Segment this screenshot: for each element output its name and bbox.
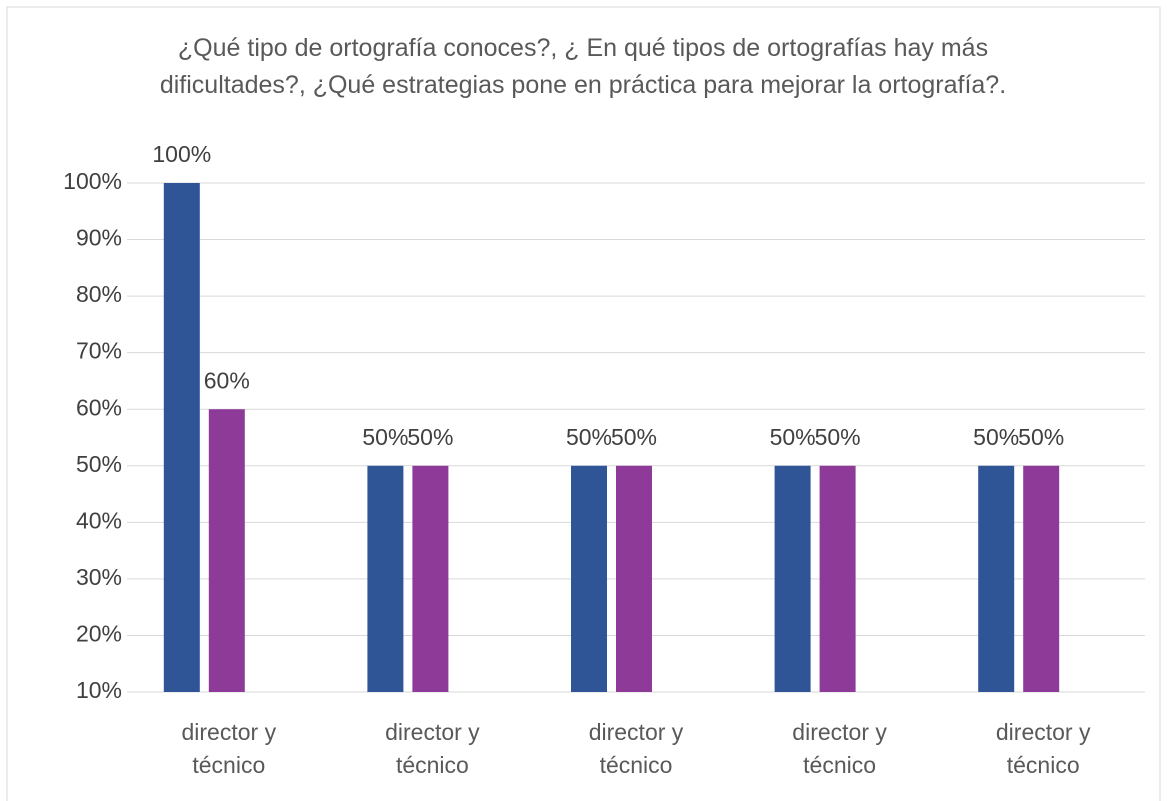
chart-border xyxy=(6,6,1161,801)
y-tick-label: 40% xyxy=(76,507,122,533)
x-tick-label: director y técnico xyxy=(385,719,480,778)
data-label: 100% xyxy=(152,141,211,167)
data-label: 50% xyxy=(815,424,861,450)
bar xyxy=(571,465,607,692)
bar xyxy=(412,465,449,692)
data-label: 50% xyxy=(1018,424,1064,450)
y-tick-label: 10% xyxy=(76,677,122,703)
y-tick-label: 20% xyxy=(76,621,122,647)
y-tick-label: 50% xyxy=(76,451,122,477)
data-label: 50% xyxy=(407,424,453,450)
bar xyxy=(367,465,404,692)
y-tick-label: 60% xyxy=(76,394,122,420)
bar xyxy=(616,465,652,692)
data-label: 50% xyxy=(770,424,816,450)
data-label: 50% xyxy=(973,424,1019,450)
y-tick-label: 90% xyxy=(76,225,122,251)
y-tick-label: 100% xyxy=(63,168,122,194)
x-tick-label: director y técnico xyxy=(181,719,277,778)
y-tick-label: 80% xyxy=(76,281,122,307)
data-label: 50% xyxy=(362,424,408,450)
y-tick-label: 30% xyxy=(76,564,122,590)
data-label: 50% xyxy=(611,424,657,450)
x-tick-label: director y técnico xyxy=(792,719,887,778)
data-label: 50% xyxy=(566,424,612,450)
bar xyxy=(978,465,1015,692)
bar xyxy=(1023,465,1060,692)
chart-title: ¿Qué tipo de ortografía conoces?, ¿ En q… xyxy=(159,34,1007,99)
bar xyxy=(774,465,811,692)
x-tick-label: director y técnico xyxy=(995,719,1091,778)
y-tick-label: 70% xyxy=(76,338,122,364)
bar xyxy=(208,409,245,692)
bar xyxy=(819,465,856,692)
data-label: 60% xyxy=(204,367,250,393)
x-tick-label: director y técnico xyxy=(588,719,684,778)
bar xyxy=(163,183,200,692)
